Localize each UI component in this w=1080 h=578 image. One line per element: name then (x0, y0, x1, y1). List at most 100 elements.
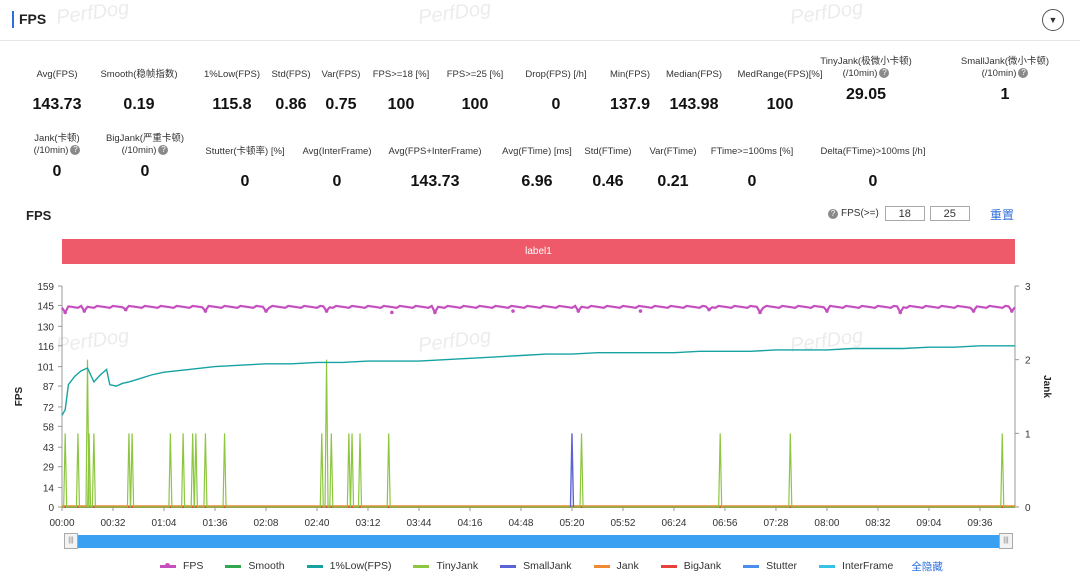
metric-label: BigJank(严重卡顿) (105, 133, 185, 144)
legend-swatch (819, 564, 836, 568)
metric-value: 0 (52, 163, 62, 180)
x-tick-label: 05:52 (610, 518, 635, 529)
metric-metrics_row2-8: FTime>=100ms [%] 0 (697, 146, 807, 192)
metric-label: Var(FPS) (321, 69, 361, 80)
series-line-smalljank (569, 433, 575, 508)
metric-metrics_row2-4: Avg(FPS+InterFrame) 143.73 (380, 146, 490, 192)
legend-item-interframe[interactable]: InterFrame (819, 560, 893, 572)
legend-item-jank[interactable]: Jank (593, 560, 639, 572)
slider-handle-right[interactable]: ||| (999, 533, 1013, 549)
x-tick-label: 09:04 (916, 518, 941, 529)
metric-metrics_row1-0: Avg(FPS) 143.73 (2, 69, 112, 115)
fps-dip-point (576, 309, 581, 313)
metric-label: 1%Low(FPS) (204, 69, 260, 80)
legend-label: Jank (616, 560, 639, 572)
x-tick-label: 08:32 (865, 518, 890, 529)
x-tick-label: 02:40 (304, 518, 329, 529)
metric-metrics_row2-5: Avg(FTime) [ms] 6.96 (482, 146, 592, 192)
legend-item-1-low-fps-[interactable]: 1%Low(FPS) (306, 560, 391, 572)
chevron-down-icon[interactable]: ▼ (1042, 9, 1064, 31)
fps-dip-point (433, 310, 437, 315)
fps-dip-point (82, 309, 87, 313)
x-tick-label: 03:44 (406, 518, 431, 529)
help-icon[interactable]: ? (828, 208, 838, 219)
threshold-label: FPS(>=) (841, 208, 879, 219)
metric-value: 143.73 (32, 96, 82, 113)
legend-item-fps[interactable]: FPS (160, 560, 203, 572)
panel-header: FPS ▼ (0, 0, 1080, 41)
metric-metrics_row1-3: Std(FPS) 0.86 (236, 69, 346, 115)
legend-item-tinyjank[interactable]: TinyJank (413, 560, 478, 572)
hide-all-button[interactable]: 全隐藏 (911, 560, 943, 573)
metric-value: 0 (240, 173, 250, 190)
metric-metrics_row1-7: Drop(FPS) [/h] 0 (501, 69, 611, 115)
metric-label: Std(FTime) (584, 146, 632, 157)
help-icon[interactable]: ? (158, 145, 169, 156)
legend-item-smooth[interactable]: Smooth (225, 560, 285, 572)
y-tick-label: 159 (37, 282, 54, 293)
metric-value: 0 (747, 173, 757, 190)
metric-metrics_row2-6: Std(FTime) 0.46 (553, 146, 663, 192)
legend-label: SmallJank (523, 560, 572, 572)
x-tick-label: 06:24 (661, 518, 686, 529)
metric-label-unit: (/10min) (981, 68, 1017, 79)
series-line-fps (61, 304, 1016, 315)
fps-dip-point (707, 307, 711, 312)
threshold-input-2[interactable]: 25 (929, 206, 970, 221)
fps-chart[interactable]: 0 14 29 43 58 72 87 101 116 130 145 159 0 1 2 3 00:00 00:… (0, 0, 1080, 540)
legend-swatch (413, 564, 430, 568)
metric-metrics_row1-8: Min(FPS) 137.9 (575, 69, 685, 115)
fps-threshold-control: ? FPS(>=) 18 25 (826, 206, 970, 221)
legend-item-bigjank[interactable]: BigJank (660, 560, 722, 572)
legend-item-stutter[interactable]: Stutter (743, 560, 797, 572)
metric-value: 0.19 (123, 96, 155, 113)
metric-value: 0 (868, 173, 878, 190)
header-accent-bar (12, 11, 14, 28)
metric-value: 100 (461, 96, 489, 113)
legend-swatch (500, 564, 517, 568)
legend-label: BigJank (683, 560, 722, 572)
metric-value: 29.05 (845, 86, 887, 103)
chart-legend: FPS Smooth 1%Low(FPS) TinyJank SmallJank Jank… (160, 559, 943, 573)
metric-label: Avg(InterFrame) (302, 146, 372, 157)
metric-label: FPS>=25 [%] (446, 69, 504, 80)
y2-tick-label: 0 (1025, 503, 1031, 514)
y-tick-label: 29 (43, 463, 55, 474)
legend-label: FPS (183, 560, 204, 572)
y2-tick-label: 1 (1025, 429, 1031, 440)
metric-metrics_row2-2: Stutter(卡顿率) [%] 0 (190, 146, 300, 192)
legend-item-smalljank[interactable]: SmallJank (500, 560, 572, 572)
label-band[interactable]: label1 (62, 239, 1015, 264)
metric-label: Smooth(稳帧指数) (100, 69, 178, 80)
metric-value: 115.8 (212, 96, 252, 113)
threshold-input-1[interactable]: 18 (884, 206, 925, 221)
metric-metrics_row1-10: MedRange(FPS)[%] 100 (725, 69, 835, 115)
help-icon[interactable]: ? (879, 68, 890, 79)
slider-handle-left[interactable]: ||| (64, 533, 78, 549)
help-icon[interactable]: ? (70, 145, 81, 156)
help-icon[interactable]: ? (1018, 68, 1029, 79)
fps-dip-point (123, 307, 128, 312)
metric-label: TinyJank(极微小卡顿) (820, 56, 912, 67)
metric-label: Jank(卡顿) (34, 133, 80, 144)
metric-value: 143.98 (669, 96, 719, 113)
metric-metrics_row1-2: 1%Low(FPS) 115.8 (177, 69, 287, 115)
fps-dip-point (825, 309, 829, 313)
metric-label: Stutter(卡顿率) [%] (205, 146, 285, 157)
metric-label: SmallJank(微小卡顿) (960, 56, 1050, 67)
metric-label: Delta(FTime)>100ms [/h] (820, 146, 926, 157)
metric-label: FTime>=100ms [%] (710, 146, 794, 157)
fps-dip-point (758, 310, 762, 315)
metric-metrics_row2-9: Delta(FTime)>100ms [/h] 0 (818, 146, 928, 192)
reset-button[interactable]: 重置 (990, 208, 1015, 222)
y-tick-label: 43 (43, 443, 55, 454)
metric-value: 0 (551, 96, 561, 113)
time-range-slider[interactable]: ||| ||| (62, 533, 1015, 550)
y-tick-label: 116 (38, 342, 54, 353)
metric-metrics_row1-4: Var(FPS) 0.75 (286, 69, 396, 115)
fps-dip-point (203, 309, 208, 313)
legend-label: InterFrame (842, 560, 894, 572)
metric-label-unit: (/10min) (121, 145, 157, 156)
metric-value: 0.46 (592, 173, 624, 190)
slider-track[interactable] (72, 535, 1005, 548)
